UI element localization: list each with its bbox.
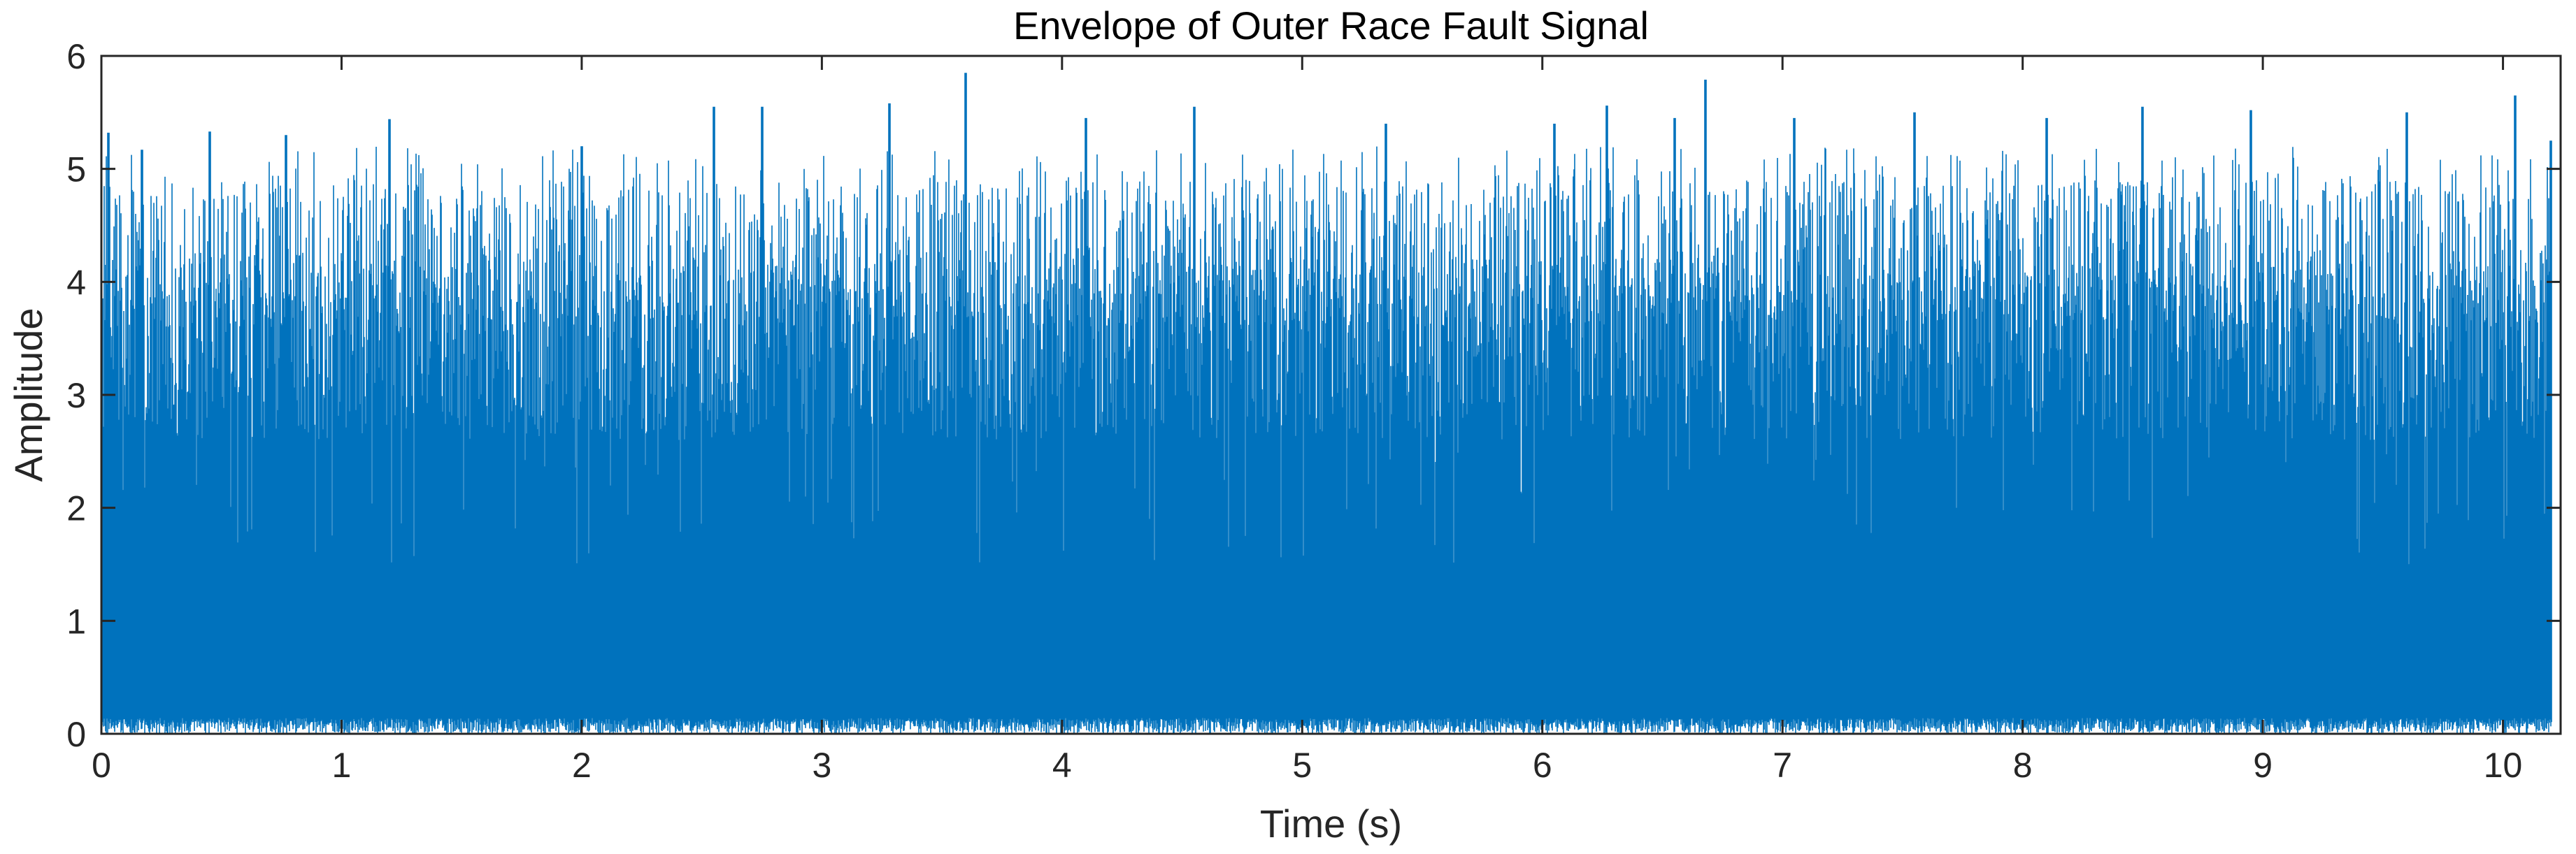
x-tick-label: 8 — [2013, 746, 2033, 785]
x-tick-label: 3 — [812, 746, 831, 785]
x-tick-label: 9 — [2253, 746, 2273, 785]
y-tick-label: 2 — [66, 489, 86, 528]
y-tick-label: 0 — [66, 715, 86, 754]
x-tick-label: 5 — [1292, 746, 1312, 785]
x-tick-label: 10 — [2484, 746, 2523, 785]
y-axis-label: Amplitude — [6, 307, 50, 482]
x-tick-label: 2 — [572, 746, 592, 785]
y-tick-label: 6 — [66, 37, 86, 76]
x-axis-ticks: 0 1 2 3 4 5 6 7 8 9 10 — [92, 56, 2522, 785]
x-tick-label: 1 — [332, 746, 352, 785]
y-tick-label: 4 — [66, 263, 86, 302]
y-tick-label: 3 — [66, 376, 86, 415]
y-tick-label: 5 — [66, 150, 86, 189]
x-axis-label: Time (s) — [1260, 802, 1402, 846]
axes-box — [100, 55, 2562, 735]
y-axis-ticks: 0 1 2 3 4 5 6 — [66, 37, 2561, 754]
y-tick-label: 1 — [66, 602, 86, 641]
chart-title: Envelope of Outer Race Fault Signal — [1013, 3, 1649, 48]
x-tick-label: 0 — [92, 746, 111, 785]
x-tick-label: 7 — [1773, 746, 1792, 785]
plot-area — [101, 73, 2552, 734]
envelope-series-line — [101, 73, 2552, 734]
x-tick-label: 6 — [1533, 746, 1552, 785]
x-tick-label: 4 — [1052, 746, 1072, 785]
